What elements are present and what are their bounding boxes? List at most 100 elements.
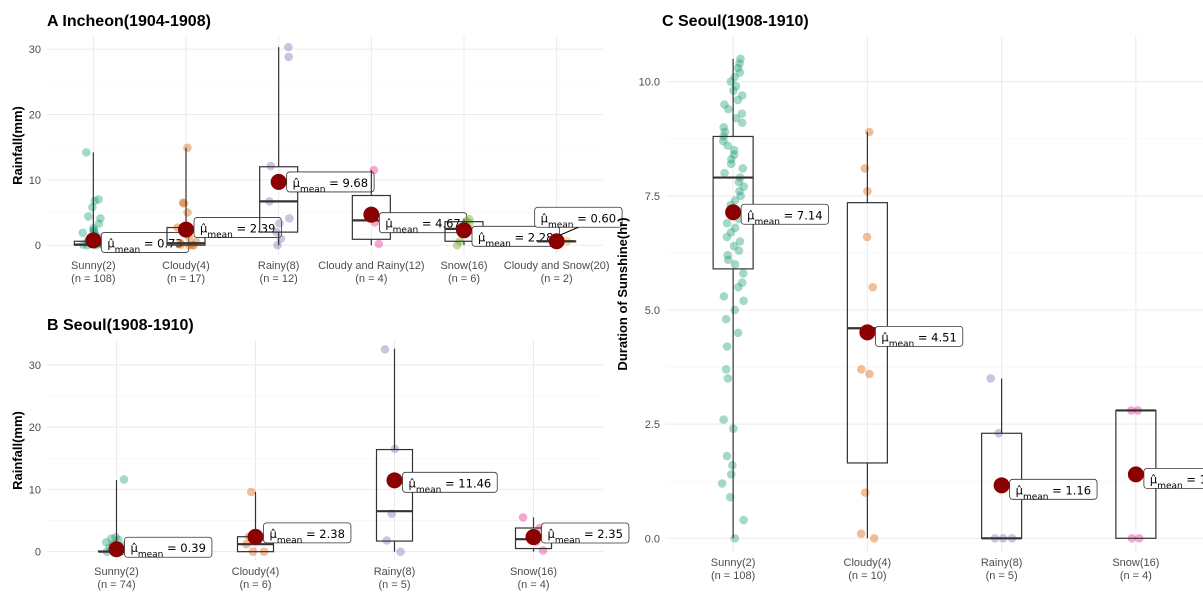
data-point [84, 212, 93, 221]
data-point [738, 269, 748, 278]
data-point [96, 214, 105, 223]
x-tick-label: Cloudy(4) [844, 557, 892, 569]
data-point [729, 145, 739, 155]
data-point [88, 202, 97, 212]
data-point [733, 328, 743, 338]
x-tick-count: (n = 108) [711, 570, 755, 582]
mean-point [85, 232, 102, 249]
data-point [862, 232, 872, 242]
data-point [718, 136, 728, 146]
x-tick-count: (n = 6) [448, 273, 480, 285]
data-point [737, 91, 747, 100]
data-point [94, 219, 104, 228]
data-point [94, 195, 103, 204]
data-point [734, 246, 744, 255]
mean-label-text: μ̂mean = 2.38 [270, 527, 345, 546]
data-point [739, 515, 748, 525]
data-point [722, 342, 732, 351]
data-point [720, 100, 729, 109]
data-point [739, 296, 748, 306]
x-tick-count: (n = 74) [97, 579, 135, 591]
data-point [176, 240, 186, 249]
panel-title: B Seoul(1908-1910) [47, 317, 194, 334]
y-tick-label: 20 [29, 109, 41, 121]
box [375, 448, 414, 542]
data-point [538, 546, 548, 555]
data-point [726, 228, 736, 237]
data-point [721, 365, 731, 374]
data-point [721, 314, 731, 324]
x-tick-label: Sunny(2) [94, 566, 139, 578]
data-point [869, 534, 879, 543]
x-tick-count: (n = 5) [986, 570, 1018, 582]
data-point [730, 534, 740, 543]
mean-label-text: μ̂mean = 1.40 [1150, 472, 1203, 491]
data-point [719, 415, 728, 424]
y-axis-label: Duration of Sunshine(hr) [615, 217, 630, 370]
mean-label-text: μ̂mean = 11.46 [409, 476, 492, 495]
data-point [730, 223, 740, 233]
data-point [725, 492, 735, 502]
x-tick-label: Sunny(2) [71, 260, 116, 272]
mean-point [108, 541, 125, 558]
data-point [266, 161, 276, 171]
data-point [452, 240, 462, 250]
data-point [739, 182, 749, 191]
x-tick-count: (n = 12) [260, 273, 298, 285]
data-point [737, 278, 747, 287]
x-tick-label: Sunny(2) [711, 557, 756, 569]
data-point [737, 118, 747, 128]
panel-a: 0 10 20 30 A Incheon(1904-1908) Rainfall(mm) μ… [10, 13, 623, 285]
data-point [722, 218, 732, 228]
data-point [860, 488, 870, 497]
y-tick-label: 7.5 [645, 191, 660, 203]
data-point [735, 68, 745, 77]
data-point [273, 240, 282, 250]
panel-c: 0.0 2.5 5.0 7.5 10.0 C Seoul(1908-1910) Durati… [615, 13, 1203, 582]
data-point [735, 186, 744, 196]
data-point [857, 365, 866, 374]
mean-point [270, 173, 287, 190]
data-point [730, 196, 740, 205]
data-point [722, 451, 732, 461]
x-tick-count: (n = 4) [355, 273, 387, 285]
data-point [723, 141, 733, 150]
mean-label-text: μ̂mean = 4.51 [881, 330, 956, 349]
x-tick-count: (n = 4) [1120, 570, 1152, 582]
x-tick-count: (n = 6) [239, 579, 271, 591]
mean-point [363, 206, 380, 223]
data-point [738, 164, 748, 173]
data-point [107, 534, 116, 543]
data-point [518, 513, 528, 522]
data-point [730, 260, 740, 269]
x-tick-label: Snow(16) [1112, 557, 1159, 569]
data-point [856, 529, 866, 539]
x-tick-label: Snow(16) [440, 260, 487, 272]
mean-point [548, 233, 565, 250]
mean-point [993, 477, 1010, 494]
data-point [733, 63, 743, 73]
mean-label-box [740, 203, 829, 225]
mean-label-connector [559, 226, 579, 236]
mean-label-box [286, 171, 375, 193]
y-axis-label: Rainfall(mm) [10, 411, 25, 490]
y-axis-label: Rainfall(mm) [10, 106, 25, 185]
data-point [722, 232, 732, 242]
y-tick-label: 5.0 [645, 305, 660, 317]
data-point [731, 81, 741, 91]
mean-label-text: μ̂mean = 1.16 [1016, 483, 1091, 502]
data-point [717, 479, 727, 488]
x-tick-label: Cloudy(4) [162, 260, 210, 272]
data-point [734, 177, 744, 187]
mean-label-text: μ̂mean = 4.67 [385, 217, 460, 236]
x-tick-count: (n = 2) [541, 273, 573, 285]
x-tick-count: (n = 4) [517, 579, 549, 591]
mean-label-text: μ̂mean = 2.35 [548, 527, 623, 546]
box [259, 166, 299, 233]
panel-b: 0 10 20 30 B Seoul(1908-1910) Rainfall(mm) μ̂m… [10, 317, 630, 591]
x-tick-label: Cloudy(4) [232, 566, 280, 578]
data-point [119, 475, 129, 484]
data-point [102, 538, 111, 547]
data-point [382, 536, 391, 545]
